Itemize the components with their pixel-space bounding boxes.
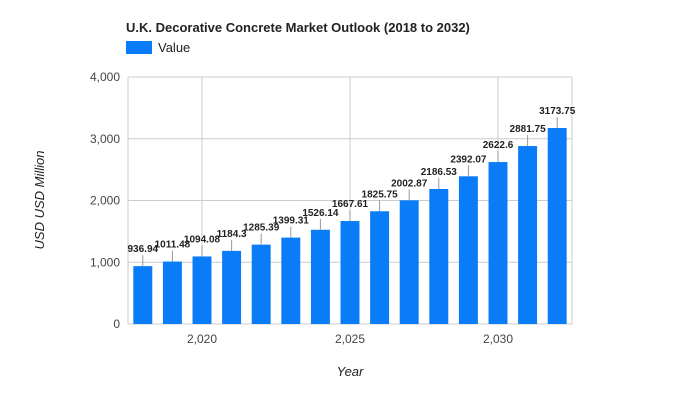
bar <box>429 188 449 324</box>
x-axis-label: Year <box>337 364 364 379</box>
data-label: 1526.14 <box>302 208 339 219</box>
data-label: 2622.6 <box>483 140 514 151</box>
bar <box>488 162 508 324</box>
data-label: 1667.61 <box>332 199 369 210</box>
x-axis-ticks: 2,020 2,025 2,030 <box>187 332 513 346</box>
x-tick-label: 2,020 <box>187 332 217 346</box>
bar <box>518 146 538 324</box>
x-tick-label: 2,025 <box>335 332 365 346</box>
y-axis-label: USD USD Million <box>32 151 47 250</box>
bar <box>133 266 153 324</box>
y-tick-label: 3,000 <box>90 132 120 146</box>
data-label: 3173.75 <box>539 106 576 117</box>
legend-swatch <box>126 41 152 54</box>
bar <box>222 250 242 324</box>
data-label: 936.94 <box>128 244 159 255</box>
data-label: 1094.08 <box>184 234 221 245</box>
data-label: 1011.48 <box>155 240 191 251</box>
legend: Value <box>126 40 190 55</box>
bar <box>370 211 390 324</box>
data-labels: 936.941011.481094.081184.31285.391399.31… <box>128 106 576 267</box>
bar <box>281 237 301 324</box>
y-tick-label: 0 <box>113 317 120 331</box>
data-label: 2881.75 <box>510 124 547 135</box>
data-label: 1184.3 <box>217 229 247 240</box>
legend-label: Value <box>158 40 190 55</box>
data-label: 2002.87 <box>391 178 428 189</box>
bars <box>133 128 567 324</box>
bar <box>399 200 419 324</box>
x-tick-label: 2,030 <box>483 332 513 346</box>
bar <box>458 176 478 324</box>
data-label: 2186.53 <box>421 167 458 178</box>
data-label: 1285.39 <box>243 223 280 234</box>
bar <box>547 128 567 324</box>
chart-title: U.K. Decorative Concrete Market Outlook … <box>126 20 470 35</box>
bar <box>310 229 330 324</box>
y-tick-label: 1,000 <box>90 255 120 269</box>
bar <box>251 244 271 324</box>
y-tick-label: 4,000 <box>90 70 120 84</box>
bar <box>162 261 182 324</box>
data-label: 1399.31 <box>273 216 310 227</box>
y-tick-label: 2,000 <box>90 194 120 208</box>
bar <box>340 221 360 324</box>
data-label: 1825.75 <box>362 189 399 200</box>
bar <box>192 256 212 324</box>
y-axis-ticks: 0 1,000 2,000 3,000 4,000 <box>90 70 120 331</box>
data-label: 2392.07 <box>450 154 487 165</box>
